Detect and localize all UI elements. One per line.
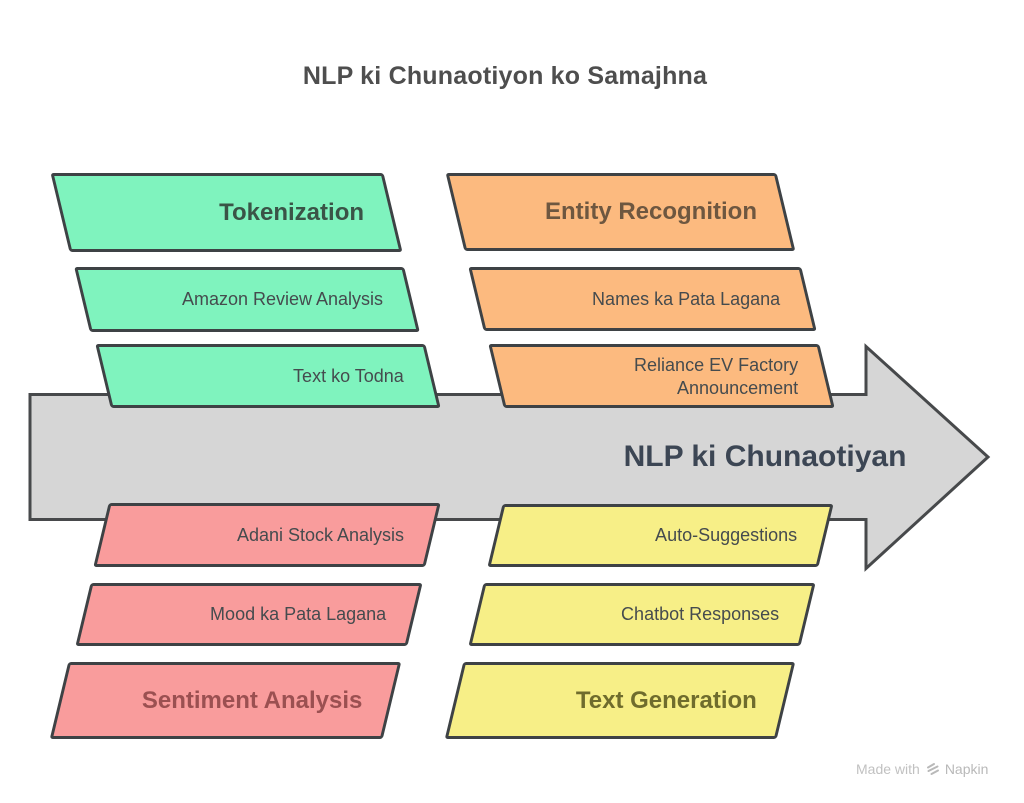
item-label: Chatbot Responses [620, 604, 779, 625]
node-chatbot-responses: Chatbot Responses [468, 583, 816, 646]
napkin-logo-icon [926, 763, 939, 775]
node-entity-recognition-header: Entity Recognition [445, 173, 796, 251]
group-header-label: Tokenization [219, 198, 364, 226]
group-header-label: Sentiment Analysis [142, 686, 363, 714]
item-label: Reliance EV Factory Announcement [633, 354, 798, 398]
watermark-brand: Napkin [944, 761, 989, 777]
arrow-label: NLP ki Chunaotiyan [623, 440, 907, 473]
diagram-title: NLP ki Chunaotiyon ko Samajhna [302, 62, 708, 90]
item-label: Auto-Suggestions [654, 525, 797, 546]
node-text-ko-todna: Text ko Todna [95, 344, 441, 408]
item-label: Amazon Review Analysis [181, 289, 383, 310]
node-text-generation-header: Text Generation [444, 662, 796, 739]
node-names-ka-pata-lagana: Names ka Pata Lagana [468, 267, 817, 331]
node-auto-suggestions: Auto-Suggestions [487, 504, 834, 567]
node-reliance-ev-factory-announcement: Reliance EV Factory Announcement [488, 344, 835, 408]
node-sentiment-analysis-header: Sentiment Analysis [49, 662, 402, 739]
node-amazon-review-analysis: Amazon Review Analysis [74, 267, 420, 332]
item-label: Adani Stock Analysis [236, 524, 404, 545]
group-header-label: Entity Recognition [545, 198, 757, 225]
watermark-prefix: Made with [856, 761, 920, 777]
group-header-label: Text Generation [576, 686, 757, 714]
node-mood-ka-pata-lagana: Mood ka Pata Lagana [75, 583, 423, 646]
item-label: Text ko Todna [293, 365, 404, 386]
item-label: Mood ka Pata Lagana [209, 604, 386, 625]
item-label: Names ka Pata Lagana [591, 288, 780, 309]
node-adani-stock-analysis: Adani Stock Analysis [93, 503, 441, 567]
node-tokenization-header: Tokenization [50, 173, 403, 252]
watermark-link[interactable]: Made with Napkin [856, 761, 988, 777]
